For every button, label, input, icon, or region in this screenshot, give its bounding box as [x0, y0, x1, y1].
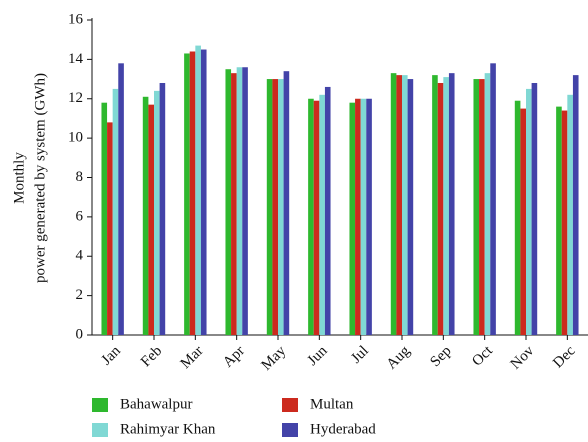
x-tick-label: Sep — [427, 343, 454, 370]
legend-label: Rahimyar Khan — [120, 421, 216, 437]
bar — [514, 100, 521, 335]
x-tick-label: Jan — [98, 343, 124, 369]
bar — [349, 102, 356, 335]
bar — [366, 98, 372, 335]
bar — [437, 83, 444, 335]
y-axis-label: power generated by system (GWh) — [32, 73, 48, 283]
y-tick-label: 0 — [76, 326, 84, 342]
y-tick-label: 14 — [68, 51, 84, 67]
bar — [154, 90, 160, 335]
y-tick-label: 2 — [76, 287, 84, 303]
bar — [142, 96, 149, 335]
x-tick-label: Jul — [348, 343, 372, 367]
bar — [159, 83, 166, 335]
y-tick-label: 12 — [68, 90, 83, 106]
legend-swatch — [282, 398, 298, 412]
bar — [432, 75, 438, 335]
bar — [112, 88, 119, 335]
bar — [443, 77, 449, 335]
bar — [266, 79, 273, 335]
bar — [195, 45, 201, 335]
bar — [520, 108, 526, 335]
bar — [473, 79, 480, 335]
bar — [200, 49, 207, 335]
bar — [572, 75, 579, 335]
bar — [407, 79, 414, 335]
legend-label: Multan — [310, 396, 354, 412]
legend-swatch — [282, 423, 298, 437]
bar — [484, 73, 491, 335]
bar — [396, 75, 402, 335]
bar — [184, 53, 190, 335]
x-tick-label: Oct — [469, 342, 496, 369]
bar — [390, 73, 397, 335]
bar — [283, 71, 290, 335]
bar — [118, 63, 124, 335]
bar — [107, 122, 113, 335]
legend-label: Hyderabad — [310, 421, 376, 437]
y-tick-label: 16 — [68, 11, 84, 27]
bar — [567, 94, 573, 335]
legend-label: Bahawalpur — [120, 396, 192, 412]
bar — [272, 79, 278, 335]
bar — [526, 88, 532, 335]
bar — [324, 86, 331, 335]
bar — [148, 104, 154, 335]
bar — [225, 69, 232, 335]
bar — [355, 98, 361, 335]
bar — [308, 98, 314, 335]
y-axis-label: Monthly — [11, 152, 27, 204]
bar — [313, 100, 320, 335]
bar — [319, 94, 325, 335]
y-tick-label: 10 — [68, 130, 83, 146]
x-tick-label: Mar — [178, 343, 207, 372]
bar — [448, 73, 455, 335]
y-tick-label: 6 — [76, 208, 84, 224]
x-tick-label: Apr — [220, 343, 248, 371]
legend-swatch — [92, 398, 108, 412]
bar — [479, 79, 485, 335]
bar — [402, 75, 408, 335]
x-tick-label: Dec — [550, 343, 579, 372]
bar — [189, 51, 196, 335]
bar — [242, 67, 248, 335]
x-tick-label: Jun — [305, 343, 331, 369]
bar — [531, 83, 538, 335]
y-tick-label: 8 — [76, 169, 84, 185]
bar — [231, 73, 237, 335]
x-tick-label: May — [258, 343, 289, 374]
x-tick-label: Nov — [508, 343, 538, 373]
y-tick-label: 4 — [76, 248, 84, 264]
bar — [561, 110, 568, 335]
bar — [360, 98, 367, 335]
bar — [490, 63, 496, 335]
x-tick-label: Feb — [138, 343, 165, 370]
bar — [278, 79, 284, 335]
bar — [236, 67, 243, 335]
bar — [101, 102, 108, 335]
legend-swatch — [92, 423, 108, 437]
x-tick-label: Aug — [384, 343, 414, 373]
bar — [556, 106, 562, 335]
